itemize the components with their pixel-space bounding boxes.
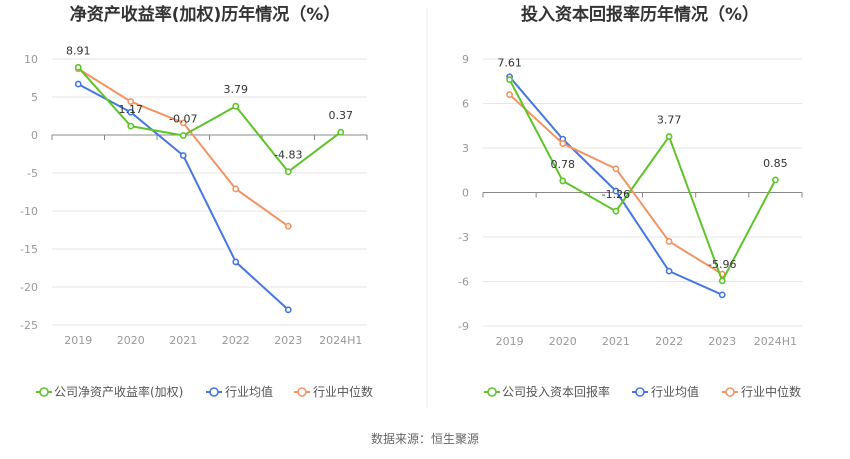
y-tick-label: 5: [31, 91, 38, 104]
x-tick-label: 2019: [496, 335, 524, 348]
chart-title: 净资产收益率(加权)历年情况（%）: [70, 4, 341, 25]
legend-label: 公司投入资本回报率: [502, 384, 610, 399]
legend-label: 行业中位数: [313, 384, 373, 399]
data-point: [232, 185, 240, 193]
data-point: [718, 291, 726, 299]
series-line: [508, 79, 777, 282]
data-point: [127, 108, 135, 116]
source-note: 数据来源：恒生聚源: [371, 431, 479, 446]
data-point: [179, 119, 187, 127]
x-tick-label: 2020: [549, 335, 577, 348]
legend-label: 行业中位数: [741, 384, 801, 399]
data-point: [179, 132, 187, 139]
legend-marker: [39, 387, 49, 397]
data-point: [232, 258, 240, 266]
y-tick-label: -6: [458, 276, 469, 289]
data-label: -5.96: [708, 258, 736, 271]
x-tick-label: 2021: [169, 334, 197, 347]
x-tick-label: 2021: [602, 335, 630, 348]
x-tick-label: 2024H1: [319, 334, 362, 347]
y-tick-label: 3: [462, 142, 469, 155]
legend-marker: [725, 387, 735, 397]
data-point: [559, 140, 567, 147]
data-point: [179, 152, 187, 159]
y-tick-label: 6: [462, 98, 469, 111]
data-point: [612, 165, 620, 173]
x-tick-label: 2023: [708, 335, 736, 348]
data-point: [665, 238, 673, 245]
x-tick-label: 2024H1: [754, 335, 797, 348]
data-point: [506, 91, 513, 98]
roic-chart: 投入资本回报率历年情况（%） 9 6 3 0 -3 -6 -9 2019 2020 2021 202…: [458, 4, 803, 399]
data-label: 0.37: [329, 109, 354, 122]
data-point: [718, 277, 726, 285]
data-point: [74, 80, 82, 88]
series-line: [77, 68, 289, 228]
data-point: [232, 102, 240, 110]
y-tick-label: 9: [462, 53, 469, 66]
data-point: [127, 98, 135, 105]
data-point: [772, 176, 779, 184]
data-point: [284, 306, 292, 314]
data-point: [506, 76, 513, 84]
y-tick-label: -5: [27, 167, 38, 180]
data-point: [337, 128, 345, 136]
y-tick-label: -10: [20, 205, 38, 218]
y-tick-label: -15: [20, 243, 38, 256]
y-tick-label: -9: [458, 320, 469, 333]
data-label: 1.17: [119, 103, 144, 116]
data-label: -0.07: [169, 113, 197, 126]
y-tick-label: -25: [20, 319, 38, 332]
data-point: [665, 267, 673, 275]
x-tick-label: 2022: [655, 335, 683, 348]
data-label: 8.91: [66, 44, 91, 57]
data-label: 7.61: [497, 57, 522, 70]
data-point: [74, 63, 82, 71]
data-point: [127, 122, 135, 130]
series-line: [508, 76, 723, 296]
data-label: -1.26: [602, 188, 630, 201]
legend-marker: [635, 387, 645, 397]
data-label: 0.85: [763, 157, 788, 170]
y-tick-label: -20: [20, 281, 38, 294]
data-point: [559, 177, 567, 185]
data-point: [612, 207, 620, 215]
data-label: 3.77: [657, 114, 682, 127]
y-tick-label: 0: [462, 187, 469, 200]
data-label: -4.83: [274, 149, 302, 162]
y-tick-label: 10: [24, 53, 38, 66]
data-point: [612, 187, 620, 195]
data-label: 3.79: [224, 83, 249, 96]
x-tick-label: 2023: [274, 334, 302, 347]
chart-title: 投入资本回报率历年情况（%）: [521, 4, 759, 25]
x-tick-label: 2020: [117, 334, 145, 347]
x-tick-label: 2019: [64, 334, 92, 347]
data-point: [665, 133, 673, 140]
y-tick-label: -3: [458, 231, 469, 244]
data-label: 0.78: [551, 158, 576, 171]
y-tick-label: 0: [31, 129, 38, 142]
legend-marker: [487, 387, 497, 397]
legend-label: 行业均值: [225, 384, 273, 399]
legend-label: 行业均值: [651, 384, 699, 399]
legend-marker: [297, 387, 307, 397]
series-line: [77, 66, 342, 173]
roe-chart: 净资产收益率(加权)历年情况（%） 10 5 0 -5 -10 -15 -20 -25 2019…: [20, 4, 373, 399]
data-point: [284, 222, 292, 230]
legend-marker: [209, 387, 219, 397]
legend-label: 公司净资产收益率(加权): [54, 384, 183, 399]
data-point: [284, 168, 292, 176]
x-tick-label: 2022: [222, 334, 250, 347]
series-line: [508, 93, 723, 275]
